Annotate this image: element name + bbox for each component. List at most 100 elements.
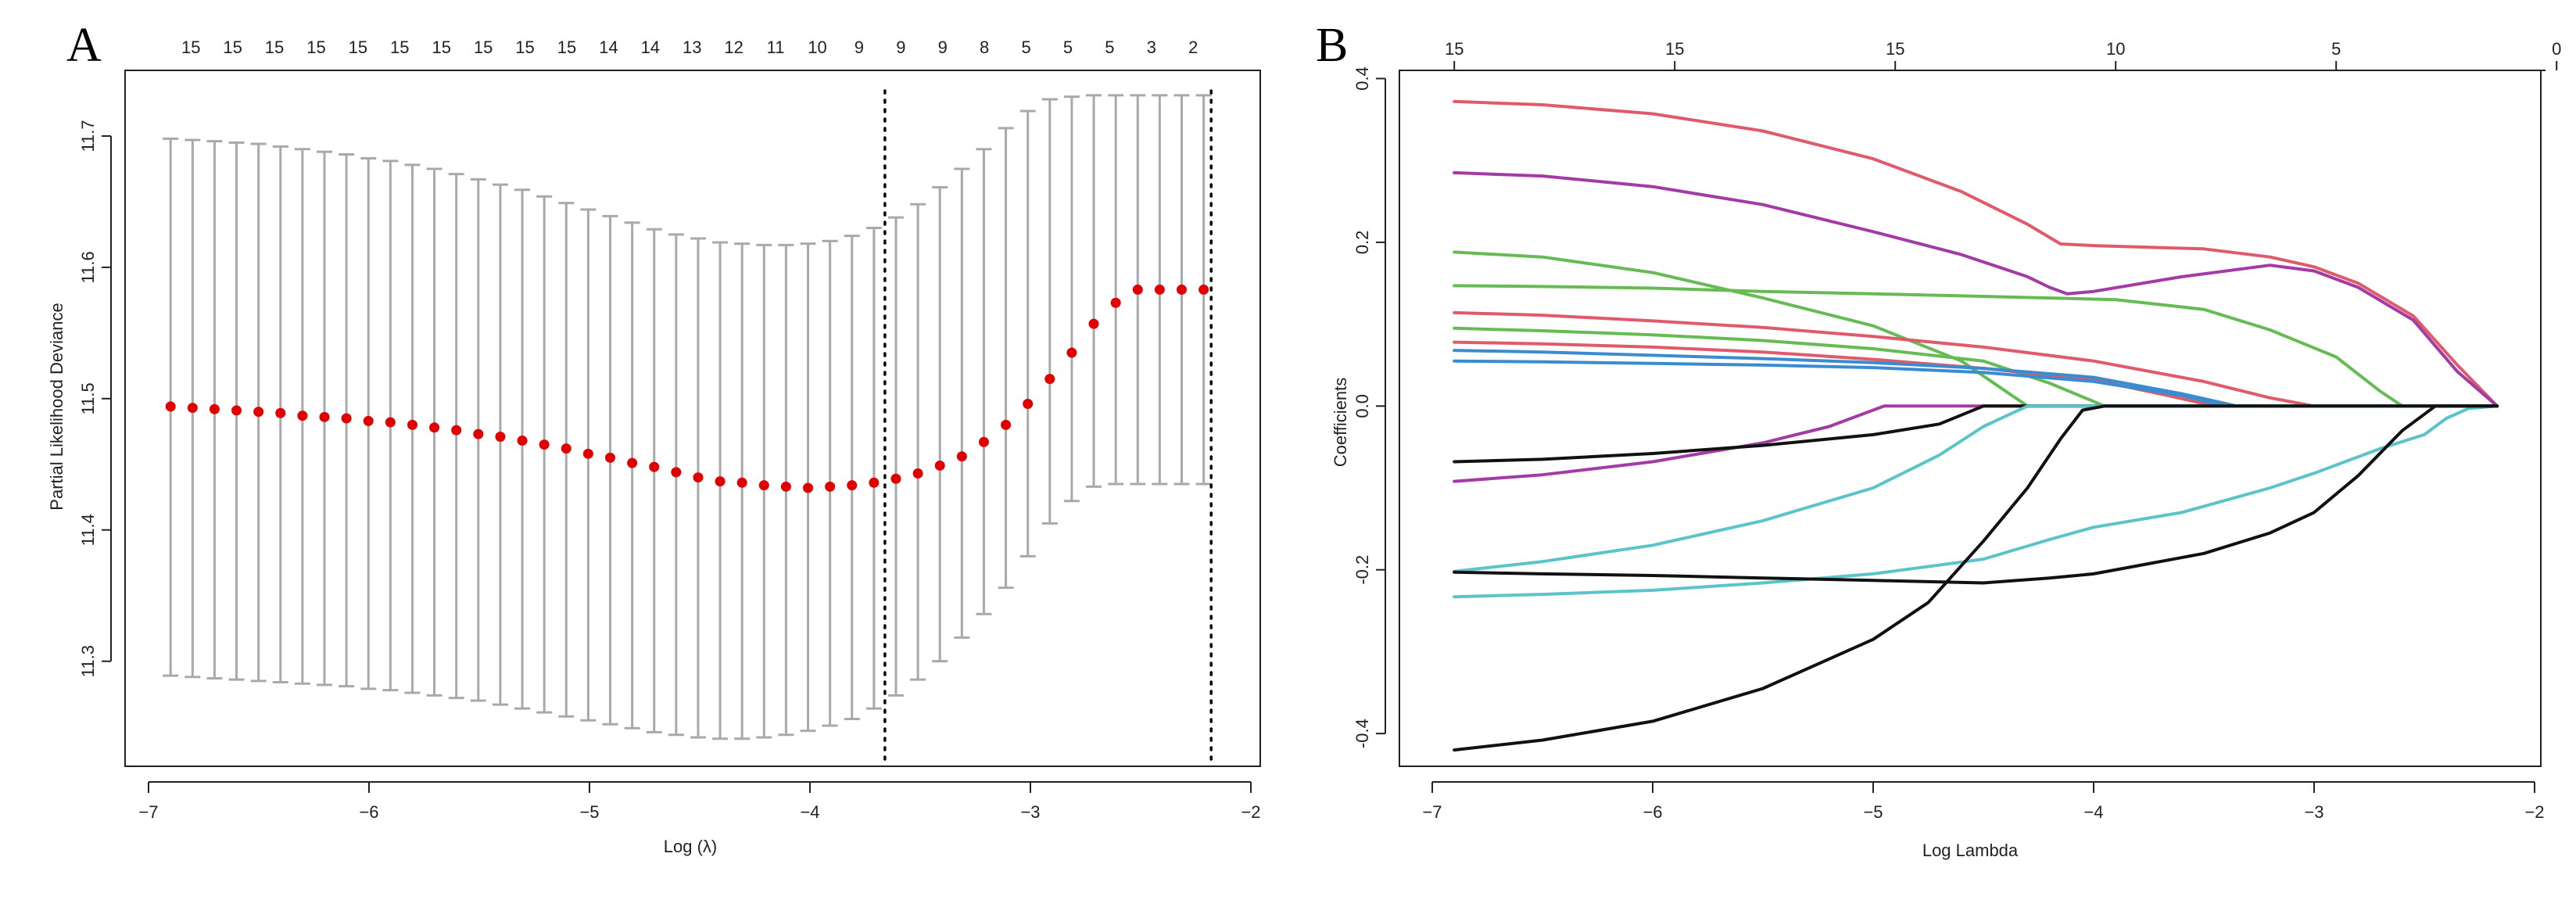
deviance-point-4 xyxy=(253,407,264,418)
x-tick-label-1: −6 xyxy=(359,802,378,822)
deviance-point-1 xyxy=(187,403,198,414)
deviance-point-21 xyxy=(627,457,638,468)
deviance-point-12 xyxy=(429,422,440,433)
coef-path-var9 xyxy=(1453,359,2499,408)
top-axis-label-5: 15 xyxy=(390,38,409,57)
deviance-point-24 xyxy=(693,472,704,483)
panel-a-plot-frame xyxy=(124,70,1261,767)
y-tick-label-1: 11.4 xyxy=(78,514,98,546)
deviance-point-15 xyxy=(495,432,506,443)
deviance-point-39 xyxy=(1023,399,1034,410)
x-tick-label-4: −3 xyxy=(1020,802,1040,822)
coef-path-var13 xyxy=(1453,404,2499,599)
coef-path-var10 xyxy=(1453,404,2499,483)
deviance-point-22 xyxy=(649,461,660,472)
panel-b-x-label: Log Lambda xyxy=(1922,841,2019,860)
deviance-point-9 xyxy=(363,415,374,426)
x-tick-label-5: −2 xyxy=(2524,802,2544,822)
panel-a-x-label: Log (λ) xyxy=(664,837,717,856)
top-axis-label-17: 9 xyxy=(896,38,905,57)
top-axis-label-12: 13 xyxy=(683,38,701,57)
deviance-point-6 xyxy=(297,411,308,421)
panel-a-y-axis: 11.3 11.4 11.5 11.6 11.7 xyxy=(78,120,112,677)
x-tick-label-1: −6 xyxy=(1643,802,1662,822)
coef-path-var11 xyxy=(1453,404,2499,464)
panel-b: B −7 −6 −5 −4 −3 −2 -0.4-0.20.00.20.4 15 15 15 1… xyxy=(1316,19,2561,860)
top-axis-label-0: 15 xyxy=(181,38,200,57)
deviance-point-18 xyxy=(561,443,571,454)
top-axis-label-6: 15 xyxy=(432,38,450,57)
panel-a-top-axis: 15 15 15 15 15 15 15 15 15 15 14 14 13 12 11 10 9 9 9 8 5 5 5 3… xyxy=(181,38,1198,57)
x-tick-label-0: −7 xyxy=(138,802,158,822)
top-axis-label-10: 14 xyxy=(599,38,618,57)
top-axis-label-3: 10 xyxy=(2106,39,2125,59)
panel-a: A −7 −6 −5 −4 −3 −2 11.311.411.511.611.7 15 15… xyxy=(47,19,1261,856)
y-tick-label-4: 0.4 xyxy=(1352,66,1372,91)
coef-path-var6 xyxy=(1453,326,2499,408)
deviance-point-19 xyxy=(582,448,593,459)
panel-b-x-axis: −7 −6 −5 −4 −3 −2 xyxy=(1422,781,2545,822)
top-axis-label-15: 10 xyxy=(808,38,826,57)
x-tick-label-3: −4 xyxy=(2083,802,2103,822)
deviance-point-7 xyxy=(319,411,330,422)
deviance-point-29 xyxy=(803,482,814,493)
x-tick-label-2: −5 xyxy=(579,802,599,822)
top-axis-label-1: 15 xyxy=(223,38,242,57)
deviance-point-37 xyxy=(978,436,989,447)
deviance-point-0 xyxy=(165,401,176,412)
y-tick-label-1: -0.2 xyxy=(1352,555,1372,585)
y-tick-label-4: 11.7 xyxy=(78,120,98,152)
top-axis-label-8: 15 xyxy=(515,38,534,57)
deviance-point-2 xyxy=(209,403,220,414)
top-axis-label-11: 14 xyxy=(641,38,660,57)
x-tick-label-2: −5 xyxy=(1863,802,1883,822)
panel-a-letter: A xyxy=(66,19,102,72)
deviance-point-34 xyxy=(912,468,923,479)
panel-b-letter: B xyxy=(1316,19,1348,72)
top-axis-label-4: 15 xyxy=(349,38,367,57)
top-axis-label-18: 9 xyxy=(938,38,948,57)
top-axis-label-14: 11 xyxy=(767,38,785,57)
coef-path-var5 xyxy=(1453,310,2499,408)
panel-b-top-axis: 15 15 15 10 5 0 xyxy=(1445,39,2561,71)
panel-b-plot-frame xyxy=(1399,70,2542,767)
deviance-point-5 xyxy=(275,407,286,418)
y-tick-label-2: 11.5 xyxy=(78,382,98,414)
deviance-point-28 xyxy=(780,481,791,492)
panel-b-coefficient-paths xyxy=(1453,99,2499,752)
y-tick-label-3: 11.6 xyxy=(78,251,98,283)
deviance-point-38 xyxy=(1001,419,1012,430)
panel-a-points xyxy=(165,284,1209,493)
top-axis-label-3: 15 xyxy=(306,38,325,57)
deviance-point-14 xyxy=(473,428,484,439)
top-axis-label-4: 5 xyxy=(2331,39,2341,59)
deviance-point-23 xyxy=(671,467,682,478)
coef-path-var7 xyxy=(1453,340,2499,408)
deviance-point-36 xyxy=(956,451,967,462)
panel-a-reference-lines xyxy=(883,89,1213,768)
panel-a-y-label: Partial Likelihood Deviance xyxy=(47,303,66,510)
deviance-point-42 xyxy=(1088,318,1099,329)
coef-path-var3 xyxy=(1453,250,2499,408)
top-axis-label-2: 15 xyxy=(265,38,284,57)
panel-b-y-axis: -0.4 -0.2 0.0 0.2 0.4 xyxy=(1352,66,1386,748)
top-axis-label-22: 5 xyxy=(1105,38,1114,57)
deviance-point-27 xyxy=(758,480,769,491)
top-axis-label-21: 5 xyxy=(1063,38,1073,57)
deviance-point-44 xyxy=(1132,284,1143,295)
top-axis-label-1: 15 xyxy=(1665,39,1684,59)
top-axis-label-16: 9 xyxy=(854,38,864,57)
top-axis-label-23: 3 xyxy=(1147,38,1156,57)
deviance-point-8 xyxy=(341,413,352,424)
top-axis-label-19: 8 xyxy=(980,38,989,57)
deviance-point-10 xyxy=(385,417,396,428)
deviance-point-20 xyxy=(605,452,616,463)
top-axis-label-0: 15 xyxy=(1445,39,1464,59)
deviance-point-17 xyxy=(539,439,550,450)
deviance-point-30 xyxy=(825,481,836,492)
deviance-point-11 xyxy=(407,419,417,430)
deviance-point-25 xyxy=(715,476,726,487)
deviance-point-32 xyxy=(869,477,880,488)
deviance-point-45 xyxy=(1154,284,1165,295)
